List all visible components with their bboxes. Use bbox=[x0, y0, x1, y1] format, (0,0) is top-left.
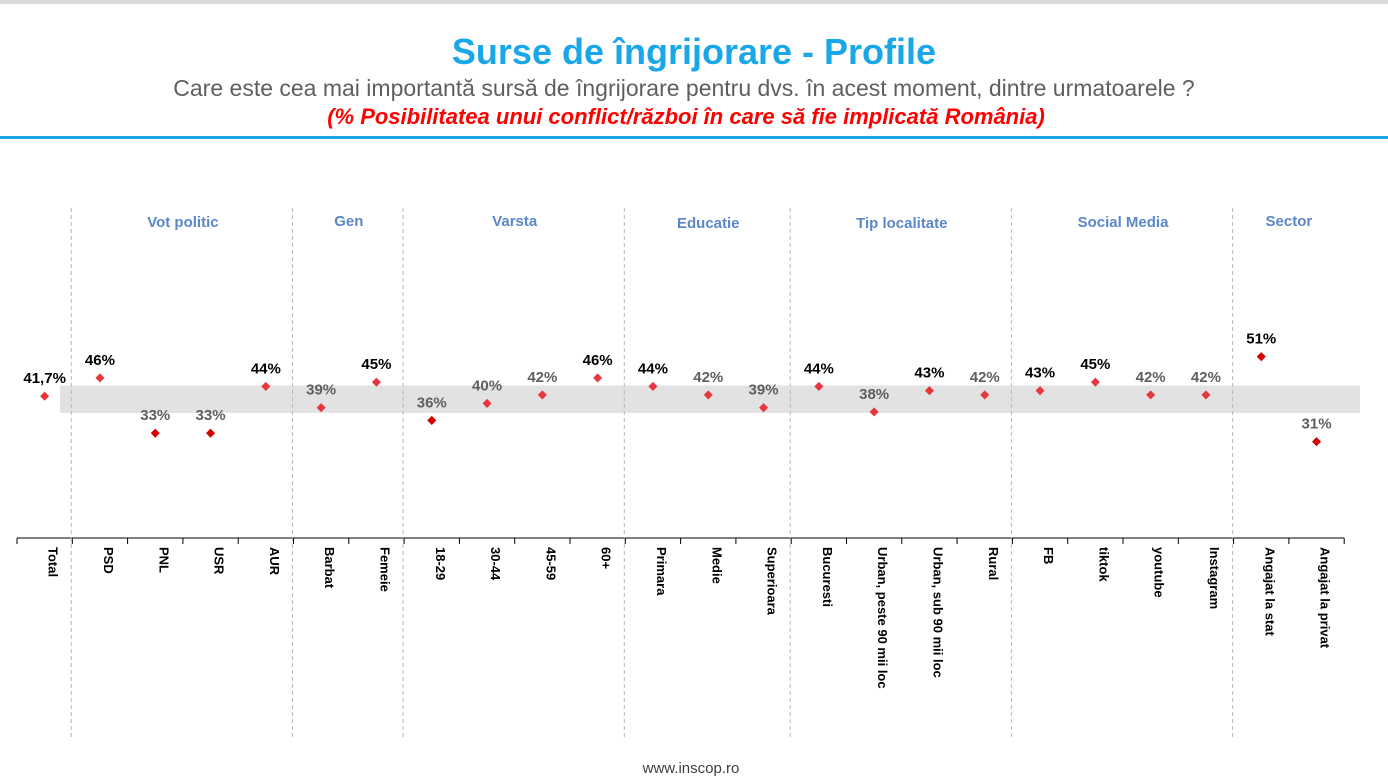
data-label-60: 46% bbox=[583, 352, 613, 369]
data-point-urban-peste-90-mii-loc bbox=[869, 407, 879, 417]
data-label-tiktok: 45% bbox=[1080, 356, 1110, 373]
category-label-total: Total bbox=[46, 547, 61, 577]
data-label-angajat-la-stat: 51% bbox=[1246, 331, 1276, 348]
data-label-rural: 42% bbox=[970, 369, 1000, 386]
category-label-angajat-la-privat: Angajat la privat bbox=[1318, 547, 1333, 649]
page-subtitle: Care este cea mai importantă sursă de în… bbox=[173, 75, 1195, 101]
category-label-rural: Rural bbox=[986, 547, 1001, 580]
data-label-fb: 43% bbox=[1025, 365, 1055, 382]
data-label-instagram: 42% bbox=[1191, 369, 1221, 386]
category-label-45-59: 45-59 bbox=[543, 547, 558, 580]
data-point-60 bbox=[593, 373, 603, 383]
footer-website: www.inscop.ro bbox=[642, 760, 740, 777]
data-label-urban-sub-90-mii-loc: 43% bbox=[914, 365, 944, 382]
category-label-instagram: Instagram bbox=[1207, 547, 1222, 609]
chart-highlight-caption: (% Posibilitatea unui conflict/război în… bbox=[327, 104, 1045, 129]
category-label-pnl: PNL bbox=[156, 547, 171, 573]
data-point-tiktok bbox=[1090, 377, 1100, 387]
category-label-psd: PSD bbox=[101, 547, 116, 574]
data-label-pnl: 33% bbox=[140, 407, 170, 424]
category-label-barbat: Barbat bbox=[322, 547, 337, 589]
category-label-fb: FB bbox=[1041, 547, 1056, 564]
data-label-usr: 33% bbox=[196, 407, 226, 424]
data-label-superioara: 39% bbox=[749, 382, 779, 399]
category-label-angajat-la-stat: Angajat la stat bbox=[1262, 547, 1277, 637]
group-header-educatie: Educatie bbox=[677, 215, 740, 232]
category-label-youtube: youtube bbox=[1152, 547, 1167, 598]
category-label-femeie: Femeie bbox=[377, 547, 392, 592]
data-point-45-59 bbox=[537, 390, 547, 400]
data-point-angajat-la-stat bbox=[1256, 352, 1266, 362]
category-label-18-29: 18-29 bbox=[433, 547, 448, 580]
page-title: Surse de îngrijorare - Profile bbox=[451, 31, 937, 72]
reference-band bbox=[60, 385, 1360, 413]
group-header-vot-politic: Vot politic bbox=[147, 214, 218, 231]
data-label-30-44: 40% bbox=[472, 377, 502, 394]
data-point-total bbox=[40, 391, 50, 401]
category-label-tiktok: tiktok bbox=[1096, 547, 1111, 582]
category-label-superioara: Superioara bbox=[765, 547, 780, 616]
top-border bbox=[0, 0, 1388, 4]
data-label-barbat: 39% bbox=[306, 382, 336, 399]
group-header-varsta: Varsta bbox=[492, 213, 538, 230]
category-label-aur: AUR bbox=[267, 547, 282, 576]
category-label-urban-sub-90-mii-loc: Urban, sub 90 mii loc bbox=[930, 547, 945, 678]
group-header-social-media: Social Media bbox=[1078, 214, 1170, 231]
data-label-primara: 44% bbox=[638, 360, 668, 377]
title-divider bbox=[0, 136, 1388, 139]
category-label-60: 60+ bbox=[599, 547, 614, 569]
category-label-urban-peste-90-mii-loc: Urban, peste 90 mii loc bbox=[875, 547, 890, 689]
data-point-angajat-la-privat bbox=[1312, 437, 1322, 447]
category-label-30-44: 30-44 bbox=[488, 547, 503, 581]
data-point-primara bbox=[648, 381, 658, 391]
data-point-bucuresti bbox=[814, 381, 824, 391]
data-point-pnl bbox=[150, 428, 160, 438]
data-label-medie: 42% bbox=[693, 369, 723, 386]
data-label-18-29: 36% bbox=[417, 394, 447, 411]
data-label-psd: 46% bbox=[85, 352, 115, 369]
data-label-angajat-la-privat: 31% bbox=[1302, 416, 1332, 433]
data-label-bucuresti: 44% bbox=[804, 360, 834, 377]
data-point-18-29 bbox=[427, 415, 437, 425]
data-label-total: 41,7% bbox=[23, 370, 66, 387]
data-point-medie bbox=[703, 390, 713, 400]
data-point-rural bbox=[980, 390, 990, 400]
category-label-primara: Primara bbox=[654, 547, 669, 596]
data-label-femeie: 45% bbox=[361, 356, 391, 373]
category-label-bucuresti: Bucuresti bbox=[820, 547, 835, 607]
data-label-45-59: 42% bbox=[527, 369, 557, 386]
data-label-urban-peste-90-mii-loc: 38% bbox=[859, 386, 889, 403]
data-point-urban-sub-90-mii-loc bbox=[924, 386, 934, 396]
category-label-usr: USR bbox=[212, 547, 227, 575]
data-point-usr bbox=[206, 428, 216, 438]
group-header-gen: Gen bbox=[334, 213, 363, 230]
data-point-psd bbox=[95, 373, 105, 383]
group-header-sector: Sector bbox=[1266, 213, 1313, 230]
data-label-youtube: 42% bbox=[1136, 369, 1166, 386]
data-point-femeie bbox=[371, 377, 381, 387]
data-point-superioara bbox=[759, 403, 769, 413]
group-header-tip-localitate: Tip localitate bbox=[856, 215, 947, 232]
category-label-medie: Medie bbox=[709, 547, 724, 584]
data-label-aur: 44% bbox=[251, 360, 281, 377]
